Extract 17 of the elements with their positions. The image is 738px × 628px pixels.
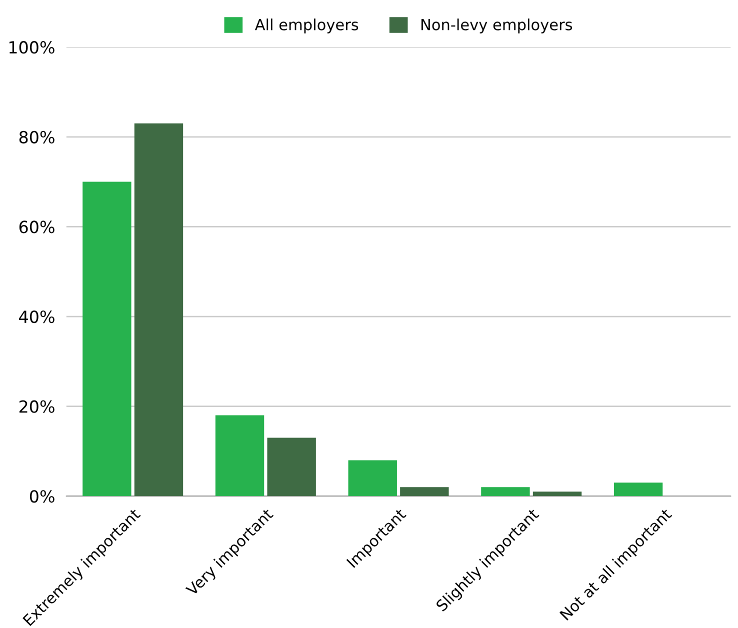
bar: [215, 415, 264, 496]
y-tick-label: 20%: [19, 400, 54, 413]
bar: [614, 482, 663, 496]
y-tick-label: 0%: [30, 490, 54, 503]
bar: [134, 123, 184, 496]
legend-label: Non-levy employers: [421, 18, 572, 34]
bar: [82, 182, 132, 496]
y-tick-label: 60%: [19, 220, 54, 234]
y-tick-label: 80%: [19, 130, 54, 144]
bar: [348, 460, 397, 496]
y-tick-label: 100%: [9, 41, 54, 54]
y-tick-label: 40%: [19, 310, 54, 324]
bar: [532, 492, 582, 496]
bar: [267, 438, 316, 496]
legend-label: All employers: [254, 18, 358, 34]
bar: [400, 487, 449, 496]
bar: [481, 487, 530, 496]
